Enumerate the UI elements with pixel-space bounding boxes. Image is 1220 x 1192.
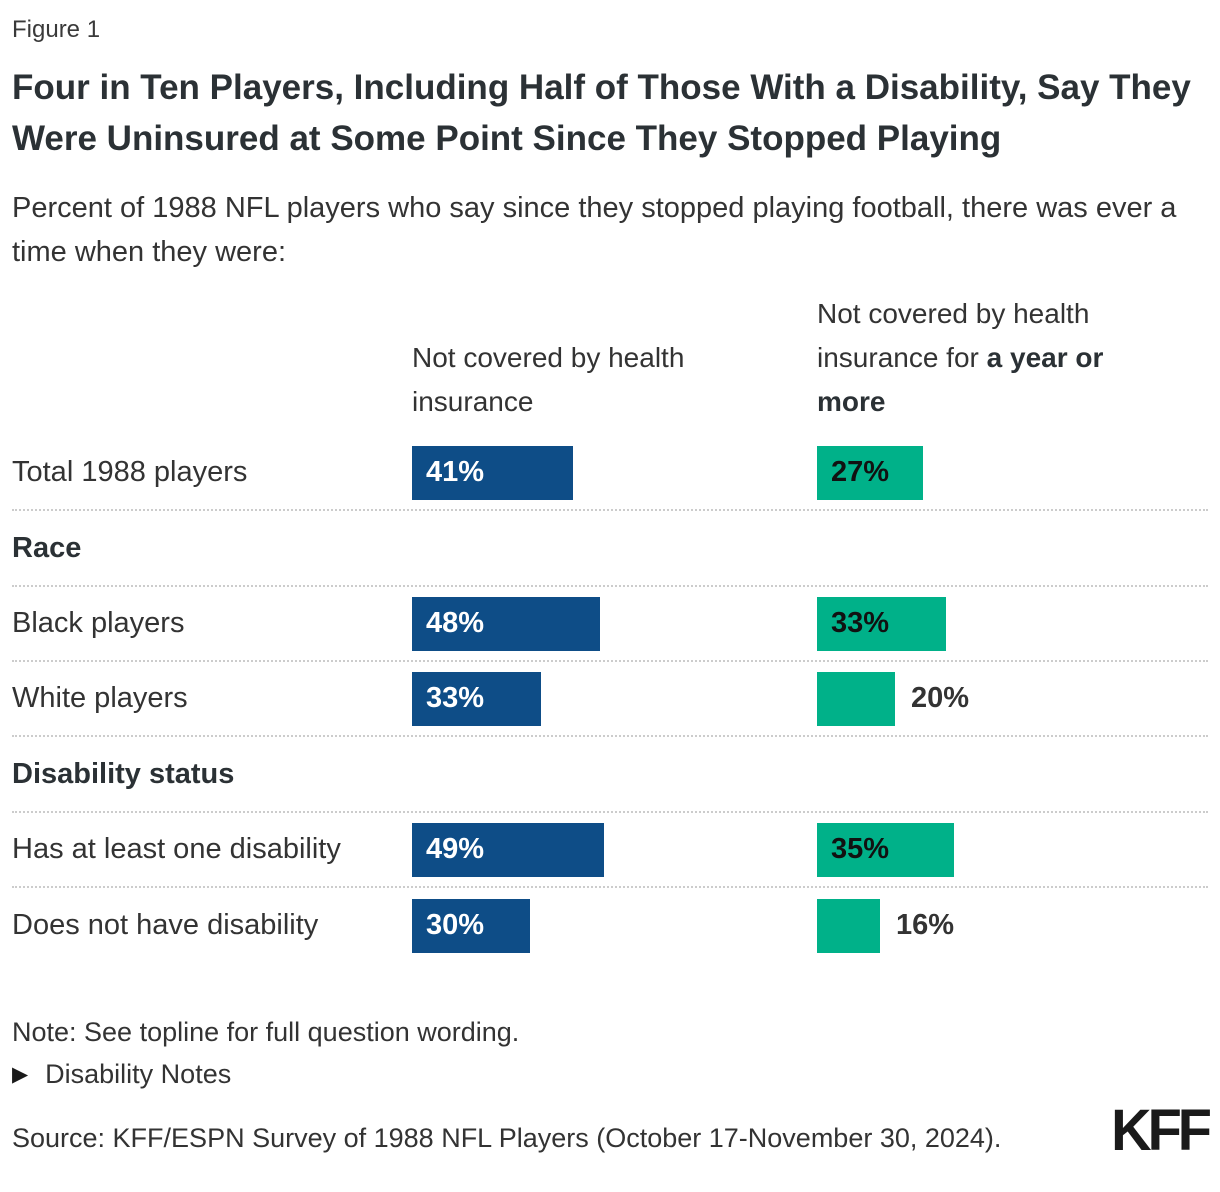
bar-not-covered-year-black-players: 33% [817,596,946,651]
bar-value-label: 33% [426,682,485,714]
bar-not-covered-year-total: 27% [817,445,923,500]
row-label: White players [12,682,188,714]
bar-cell: 48% [412,596,817,651]
column-headers: Not covered by health insurance Not cove… [12,292,1208,436]
table-row-total: Total 1988 players 41% 27% [12,436,1208,511]
bar-not-covered-year-no-disability: 16% [817,898,954,953]
bar-value-label: 41% [426,456,485,488]
bar-not-covered-has-disability: 49% [412,822,604,877]
bar-cell: 33% [817,596,1208,651]
column-header-not-covered: Not covered by health insurance [412,336,760,424]
bar-value-label: 35% [831,833,890,865]
bar-not-covered-white-players: 33% [412,671,541,726]
bar-cell: 20% [817,671,1208,726]
bar-value-label: 48% [426,607,485,639]
page-title: Four in Ten Players, Including Half of T… [12,68,1191,158]
bar-value-label: 49% [426,833,485,865]
row-label: Black players [12,607,185,639]
disability-notes-label: Disability Notes [45,1059,232,1089]
row-label: Does not have disability [12,909,319,941]
source-text: Source: KFF/ESPN Survey of 1988 NFL Play… [12,1123,1002,1153]
section-header-disability-status: Disability status [12,737,1208,813]
column-header-bold-text: a year or more [817,342,1104,417]
bar-not-covered-year-has-disability: 35% [817,822,954,877]
bar-cell: 49% [412,822,817,877]
kff-logo[interactable]: KFF [1111,1096,1212,1163]
bar-cell: 30% [412,898,817,953]
bar-value-label: 27% [831,456,890,488]
row-label: Total 1988 players [12,456,248,488]
bar-cell: 35% [817,822,1208,877]
disability-notes-toggle[interactable]: ▶ Disability Notes [12,1059,231,1090]
section-header-label: Disability status [12,757,235,790]
column-header-text: Not covered by health insurance [412,342,685,417]
section-header-label: Race [12,531,82,564]
bar-value-label: 33% [831,607,890,639]
bar-not-covered-black-players: 48% [412,596,600,651]
table-row-no-disability: Does not have disability 30% 16% [12,888,1208,963]
column-header-text: Not covered by health insurance for [817,298,1090,373]
row-label: Has at least one disability [12,833,341,865]
figure-label: Figure 1 [12,16,101,43]
bar-value-label: 16% [896,909,955,941]
bar-value-label: 20% [911,682,970,714]
table-row-black-players: Black players 48% 33% [12,587,1208,662]
section-header-race: Race [12,511,1208,587]
bar-cell: 27% [817,445,1208,500]
bar-cell: 16% [817,898,1208,953]
page-subtitle: Percent of 1988 NFL players who say sinc… [12,192,1177,268]
source-row: Source: KFF/ESPN Survey of 1988 NFL Play… [12,1096,1212,1163]
bar-not-covered-no-disability: 30% [412,898,530,953]
bar-chart: Not covered by health insurance Not cove… [12,292,1208,963]
table-row-has-disability: Has at least one disability 49% 35% [12,813,1208,888]
table-row-white-players: White players 33% 20% [12,662,1208,737]
bar-cell: 33% [412,671,817,726]
column-header-not-covered-year-or-more: Not covered by health insurance for a ye… [817,292,1165,424]
bar-not-covered-total: 41% [412,445,573,500]
note-text: Note: See topline for full question word… [12,1017,520,1047]
bar-not-covered-year-white-players: 20% [817,671,969,726]
expand-triangle-icon: ▶ [12,1063,29,1086]
bar-value-label: 30% [426,909,485,941]
bar-cell: 41% [412,445,817,500]
